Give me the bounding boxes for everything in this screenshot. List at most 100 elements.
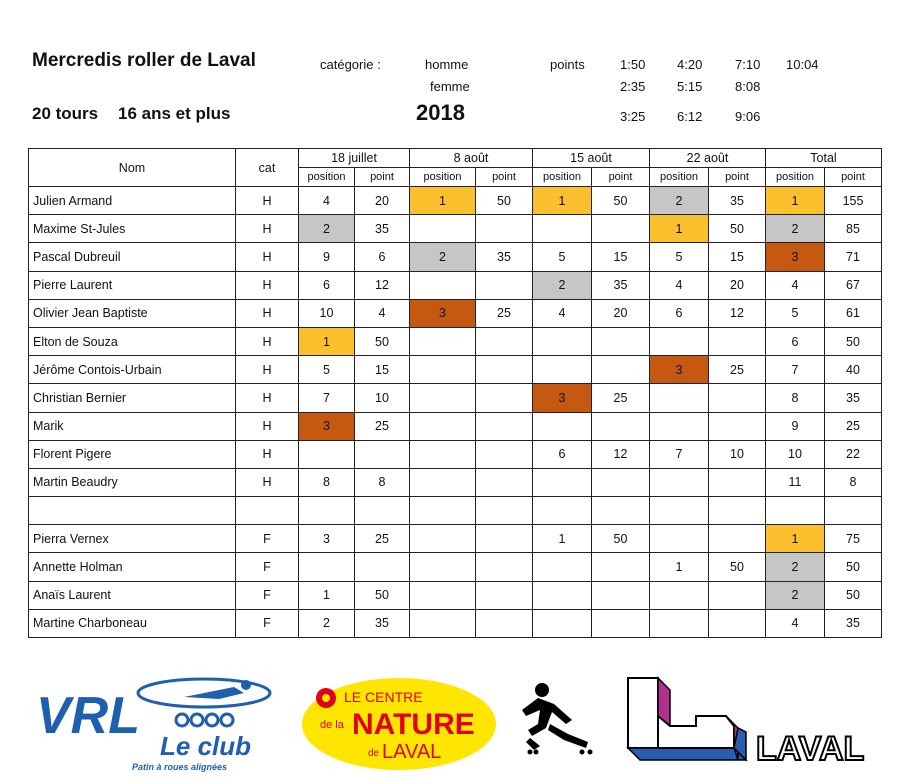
total-points-cell: 50 [824, 580, 882, 610]
points-cell: 15 [708, 242, 766, 272]
position-cell: 5 [649, 242, 709, 272]
table-row: Maxime St-Jules H 2 35 1 50 2 85 [28, 214, 882, 244]
points-cell: 12 [708, 298, 766, 328]
table-row: Anaïs Laurent F 1 50 2 50 [28, 580, 882, 610]
points-cell [708, 580, 766, 610]
total-points-cell: 67 [824, 270, 882, 300]
athlete-category: H [235, 298, 299, 328]
athlete-category: H [235, 242, 299, 272]
points-cell [591, 411, 650, 441]
position-cell [532, 214, 592, 244]
position-cell [409, 608, 476, 639]
position-cell: 6 [649, 298, 709, 328]
position-cell: 1 [409, 185, 476, 216]
total-position-cell: 9 [765, 411, 825, 441]
athlete-name: Pascal Dubreuil [28, 242, 236, 272]
athlete-name: Anaïs Laurent [28, 580, 236, 610]
points-cell [708, 467, 766, 498]
laps-label: 20 tours [32, 104, 99, 123]
total-position-cell: 7 [765, 355, 825, 385]
position-cell [649, 326, 709, 357]
subheader-point: point [708, 167, 766, 187]
points-cell [475, 214, 533, 244]
total-points-cell [824, 496, 882, 526]
athlete-name: Martine Charboneau [28, 608, 236, 639]
total-position-cell: 10 [765, 439, 825, 469]
position-cell [649, 496, 709, 526]
nature-de: de [368, 748, 380, 759]
table-row: Martin Beaudry H 8 8 11 8 [28, 467, 882, 498]
position-cell [298, 439, 355, 469]
position-cell [409, 383, 476, 413]
position-cell [649, 383, 709, 413]
col-header-date: 8 août [409, 148, 533, 168]
nature-line1: LE CENTRE [344, 689, 423, 705]
points-cell [591, 580, 650, 610]
position-cell: 1 [532, 524, 592, 554]
points-cell [354, 496, 410, 526]
points-cell [475, 580, 533, 610]
athlete-name: Julien Armand [28, 185, 236, 216]
points-cell [354, 552, 410, 582]
position-cell [409, 355, 476, 385]
athlete-name: Florent Pigere [28, 439, 236, 469]
total-position-cell: 11 [765, 467, 825, 498]
points-cell: 20 [591, 298, 650, 328]
total-points-cell: 40 [824, 355, 882, 385]
position-cell: 2 [298, 608, 355, 639]
time-value: 3:25 [620, 109, 646, 124]
points-cell [475, 496, 533, 526]
points-cell [708, 383, 766, 413]
athlete-name: Pierre Laurent [28, 270, 236, 300]
total-points-cell: 155 [824, 185, 882, 216]
time-value: 2:35 [620, 79, 646, 94]
results-body: Julien Armand H 4 20 1 50 1 50 2 35 1 155 Maxime St-… [28, 185, 882, 639]
time-value: 9:06 [735, 109, 761, 124]
points-cell: 10 [708, 439, 766, 469]
athlete-category: H [235, 185, 299, 216]
points-cell: 25 [708, 355, 766, 385]
points-cell [591, 326, 650, 357]
position-cell: 9 [298, 242, 355, 272]
position-cell: 3 [298, 524, 355, 554]
points-cell [475, 326, 533, 357]
total-position-cell: 1 [765, 185, 825, 216]
time-value: 4:20 [677, 57, 703, 72]
table-row: Elton de Souza H 1 50 6 50 [28, 326, 882, 357]
athlete-category [235, 496, 299, 526]
total-points-cell: 50 [824, 552, 882, 582]
position-cell: 8 [298, 467, 355, 498]
subheader-point: point [475, 167, 533, 187]
position-cell [409, 552, 476, 582]
points-cell [708, 608, 766, 639]
points-cell: 25 [591, 383, 650, 413]
total-position-cell [765, 496, 825, 526]
position-cell: 10 [298, 298, 355, 328]
total-position-cell: 3 [765, 242, 825, 272]
nature-oval [302, 678, 496, 770]
table-row: Annette Holman F 1 50 2 50 [28, 552, 882, 582]
position-cell [649, 608, 709, 639]
position-cell [409, 326, 476, 357]
position-cell [532, 552, 592, 582]
points-cell: 50 [591, 185, 650, 216]
position-cell: 3 [298, 411, 355, 441]
time-value: 5:15 [677, 79, 703, 94]
points-cell: 25 [475, 298, 533, 328]
subheader-point: point [591, 167, 650, 187]
laval-text: LAVAL [756, 730, 864, 768]
points-cell: 25 [354, 411, 410, 441]
points-cell [475, 439, 533, 469]
athlete-name: Maxime St-Jules [28, 214, 236, 244]
subheader-position: position [765, 167, 825, 187]
points-cell: 20 [354, 185, 410, 216]
points-cell [708, 411, 766, 441]
col-header-cat: cat [235, 148, 299, 187]
total-points-cell: 85 [824, 214, 882, 244]
vrl-club-text: Le club [160, 731, 251, 761]
athlete-category: H [235, 270, 299, 300]
laval-city-logo: LAVAL [626, 676, 865, 769]
athlete-category: F [235, 524, 299, 554]
athlete-category: H [235, 214, 299, 244]
athlete-category: H [235, 439, 299, 469]
